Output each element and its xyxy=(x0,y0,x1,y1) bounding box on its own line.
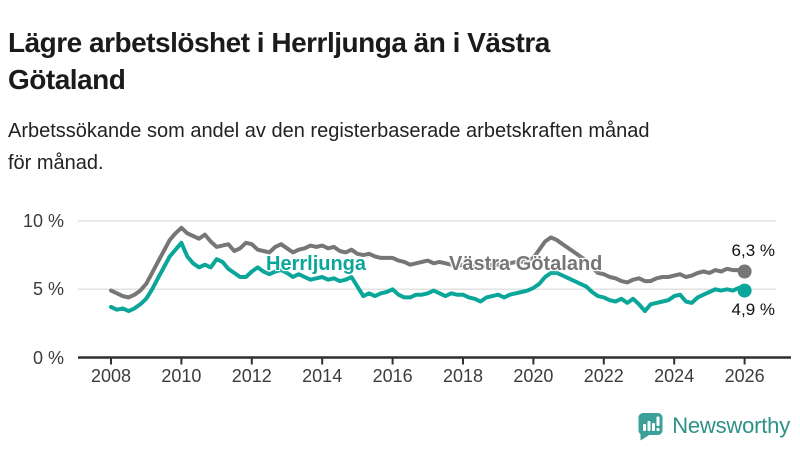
newsworthy-wordmark: Newsworthy xyxy=(672,413,790,438)
x-tick-label: 2022 xyxy=(583,366,624,386)
end-value-vastra-gotaland: 6,3 % xyxy=(731,241,775,260)
x-tick-label: 2018 xyxy=(442,366,484,386)
y-tick-label: 5 % xyxy=(32,279,64,300)
newsworthy-logo: Newsworthy xyxy=(637,411,790,441)
x-tick-label: 2020 xyxy=(513,366,554,386)
title-line-2: Götaland xyxy=(8,63,126,95)
chart-subtitle: Arbetssökande som andel av den registerb… xyxy=(8,115,798,179)
x-tick-label: 2026 xyxy=(724,366,765,386)
vastra-gotaland-line xyxy=(109,225,747,300)
y-tick-label: 10 % xyxy=(22,211,64,231)
herrljunga-line-end-dot xyxy=(737,283,752,298)
page-title: Lägre arbetslöshet i Herrljunga än i Väs… xyxy=(8,24,788,98)
subtitle-line-1: Arbetssökande som andel av den registerb… xyxy=(8,120,650,142)
x-tick-label: 2010 xyxy=(161,366,202,386)
vastra-gotaland-line-end-dot xyxy=(737,264,752,279)
x-tick-label: 2016 xyxy=(372,366,413,386)
end-value-herrljunga: 4,9 % xyxy=(731,300,775,319)
x-tick-label: 2014 xyxy=(302,366,343,386)
newsworthy-logo-icon xyxy=(638,413,663,441)
title-line-1: Lägre arbetslöshet i Herrljunga än i Väs… xyxy=(8,26,550,58)
y-tick-label: 0 % xyxy=(32,347,64,368)
herrljunga-line xyxy=(109,240,747,314)
x-tick-label: 2024 xyxy=(654,366,695,386)
series-label-vastra-gotaland: Västra Götaland xyxy=(449,253,603,275)
x-tick-label: 2012 xyxy=(231,366,272,386)
series-label-herrljunga: Herrljunga xyxy=(266,253,367,275)
x-tick-label: 2008 xyxy=(90,366,132,386)
subtitle-line-2: för månad. xyxy=(8,152,104,174)
